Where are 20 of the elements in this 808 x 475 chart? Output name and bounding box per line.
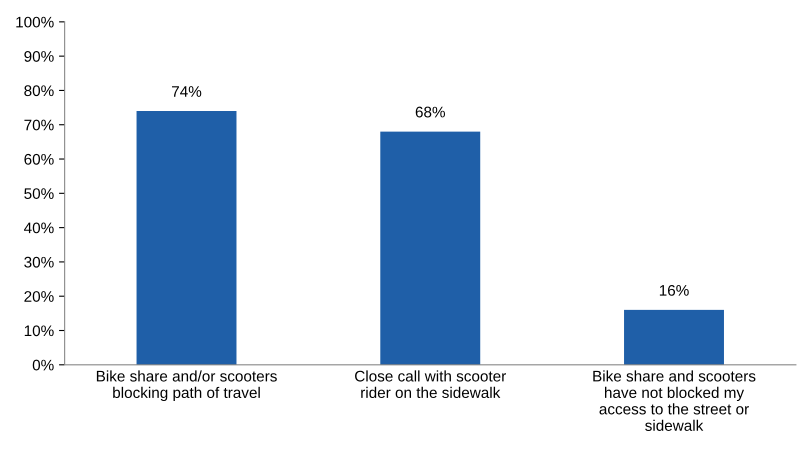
bar: [136, 111, 236, 365]
y-tick-label: 40%: [24, 222, 54, 234]
bar: [624, 310, 724, 365]
y-tick-label: 80%: [24, 85, 54, 96]
bar: [380, 132, 480, 365]
data-label: 68%: [416, 106, 446, 118]
y-tick-label: 90%: [24, 51, 54, 62]
data-label: 16%: [660, 284, 689, 296]
x-tick-label: Bike share and scooters have not blocked my access to the street or sidewalk: [593, 370, 756, 431]
y-tick-label: 0%: [32, 360, 54, 370]
y-tick-label: 20%: [24, 291, 54, 302]
x-tick-label: Close call with scooter rider on the sidewalk: [355, 370, 506, 398]
y-tick-label: 10%: [24, 325, 54, 336]
data-label: 74%: [172, 86, 202, 97]
y-tick-label: 30%: [24, 256, 54, 268]
y-tick-label: 60%: [24, 154, 54, 165]
y-tick-label: 100%: [16, 16, 54, 28]
y-tick-label: 50%: [24, 188, 54, 200]
y-tick-label: 70%: [24, 120, 54, 130]
x-tick-label: Bike share and/or scooters blocking path of travel: [96, 370, 277, 402]
